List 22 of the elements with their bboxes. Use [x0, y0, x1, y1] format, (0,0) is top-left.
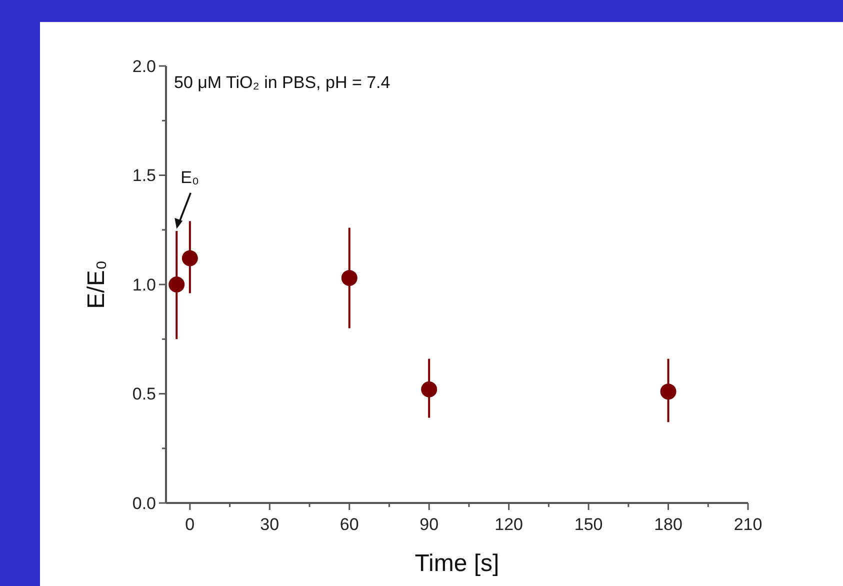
point [168, 276, 185, 292]
point [421, 381, 438, 398]
x-tick-label: 150 [574, 515, 603, 534]
x-tick-label: 120 [494, 515, 524, 534]
y-tick-label: 0.5 [132, 384, 156, 404]
point [182, 250, 198, 266]
annotation: E₀ [180, 168, 200, 187]
point [341, 270, 358, 286]
x-tick-label: 180 [654, 515, 682, 534]
point [660, 384, 676, 400]
x-axis-title: Time [s] [414, 550, 500, 577]
x-tick-label: 210 [734, 515, 762, 534]
x-tick-label: 30 [260, 515, 280, 534]
y-axis-title: E/E₀ [83, 260, 110, 309]
y-tick-label: 0.0 [132, 494, 156, 513]
y-tick-label: 2.0 [132, 56, 156, 76]
x-tick-label: 0 [185, 515, 195, 534]
annotation: 50 μM TiO₂ in PBS, pH = 7.4 [174, 73, 390, 92]
y-tick-label: 1.5 [132, 166, 156, 186]
x-tick-label: 60 [340, 515, 359, 534]
x-tick-label: 90 [420, 515, 439, 534]
y-tick-label: 1.0 [132, 275, 156, 294]
